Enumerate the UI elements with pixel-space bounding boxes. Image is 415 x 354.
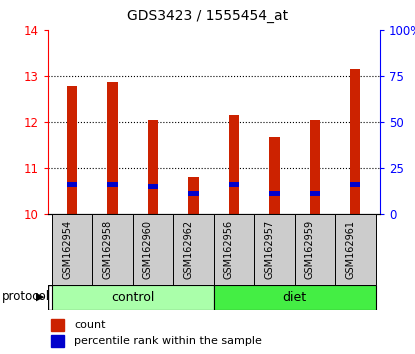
Text: percentile rank within the sample: percentile rank within the sample bbox=[74, 336, 262, 346]
Bar bbox=[350, 182, 361, 187]
Bar bbox=[188, 191, 198, 196]
Bar bbox=[188, 177, 198, 214]
Bar bbox=[148, 120, 158, 214]
Bar bbox=[67, 86, 77, 214]
Text: GSM162954: GSM162954 bbox=[62, 220, 72, 279]
Bar bbox=[310, 120, 320, 214]
Bar bbox=[52, 214, 92, 285]
Bar bbox=[229, 182, 239, 187]
Bar bbox=[107, 182, 117, 187]
Text: protocol: protocol bbox=[2, 290, 50, 303]
Bar bbox=[214, 214, 254, 285]
Bar bbox=[269, 137, 280, 214]
Bar bbox=[92, 214, 133, 285]
Bar bbox=[51, 319, 63, 331]
Bar bbox=[350, 69, 361, 214]
Bar bbox=[173, 214, 214, 285]
Bar bbox=[295, 214, 335, 285]
Text: count: count bbox=[74, 320, 106, 330]
Text: GSM162961: GSM162961 bbox=[345, 220, 355, 279]
Bar bbox=[229, 115, 239, 214]
Text: GSM162956: GSM162956 bbox=[224, 220, 234, 279]
Text: GSM162962: GSM162962 bbox=[183, 220, 193, 279]
Text: ▶: ▶ bbox=[36, 292, 44, 302]
Bar bbox=[52, 285, 214, 310]
Bar bbox=[214, 285, 376, 310]
Bar bbox=[51, 335, 63, 347]
Bar bbox=[335, 214, 376, 285]
Bar bbox=[310, 191, 320, 196]
Bar bbox=[67, 182, 77, 187]
Bar bbox=[148, 184, 158, 189]
Text: GSM162958: GSM162958 bbox=[103, 220, 112, 279]
Bar bbox=[269, 191, 280, 196]
Text: GDS3423 / 1555454_at: GDS3423 / 1555454_at bbox=[127, 9, 288, 23]
Bar bbox=[133, 214, 173, 285]
Bar bbox=[254, 214, 295, 285]
Text: GSM162957: GSM162957 bbox=[264, 220, 274, 279]
Text: GSM162960: GSM162960 bbox=[143, 220, 153, 279]
Text: GSM162959: GSM162959 bbox=[305, 220, 315, 279]
Text: diet: diet bbox=[283, 291, 307, 304]
Text: control: control bbox=[111, 291, 154, 304]
Bar bbox=[107, 82, 117, 214]
